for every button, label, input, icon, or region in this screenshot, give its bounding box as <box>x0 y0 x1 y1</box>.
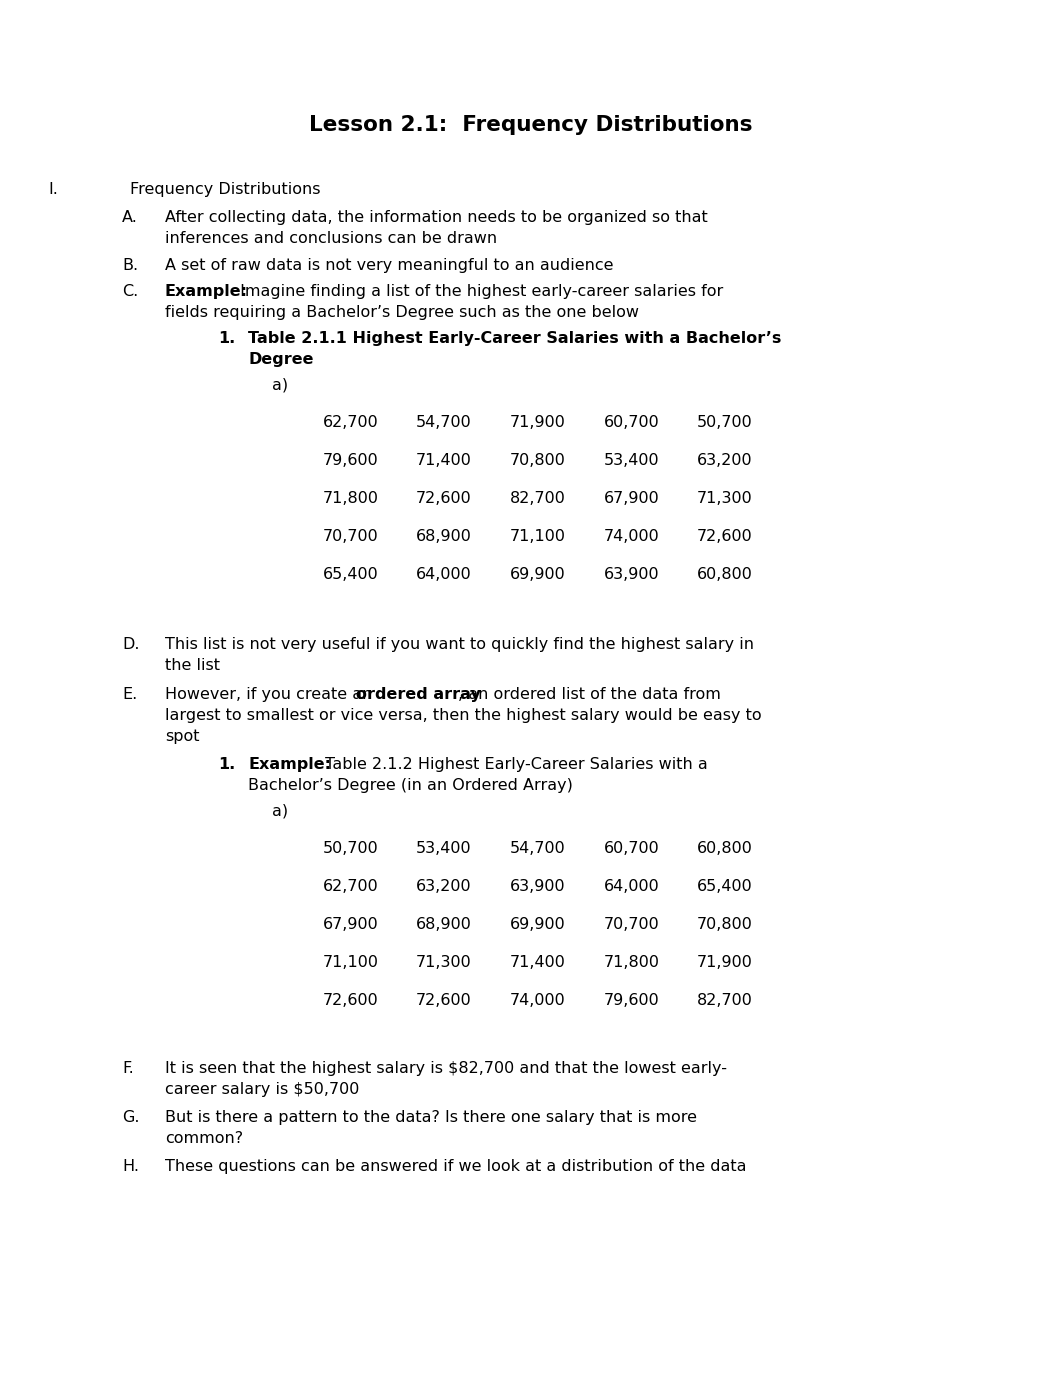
Text: 1.: 1. <box>218 330 236 346</box>
Text: 71,400: 71,400 <box>416 453 472 468</box>
Text: 62,700: 62,700 <box>323 414 379 430</box>
Text: 72,600: 72,600 <box>697 529 753 544</box>
Text: But is there a pattern to the data? Is there one salary that is more: But is there a pattern to the data? Is t… <box>165 1110 697 1125</box>
Text: A set of raw data is not very meaningful to an audience: A set of raw data is not very meaningful… <box>165 257 614 273</box>
Text: the list: the list <box>165 658 220 673</box>
Text: 64,000: 64,000 <box>604 879 660 894</box>
Text: Example:: Example: <box>165 284 249 299</box>
Text: 60,800: 60,800 <box>697 567 753 582</box>
Text: D.: D. <box>122 638 139 651</box>
Text: 71,900: 71,900 <box>697 956 753 969</box>
Text: Frequency Distributions: Frequency Distributions <box>130 182 321 197</box>
Text: 71,100: 71,100 <box>510 529 566 544</box>
Text: However, if you create an: However, if you create an <box>165 687 377 702</box>
Text: 63,900: 63,900 <box>510 879 566 894</box>
Text: 65,400: 65,400 <box>323 567 379 582</box>
Text: 60,700: 60,700 <box>604 414 660 430</box>
Text: 72,600: 72,600 <box>323 993 379 1008</box>
Text: A.: A. <box>122 211 138 224</box>
Text: 82,700: 82,700 <box>510 492 566 505</box>
Text: 70,800: 70,800 <box>697 917 753 932</box>
Text: fields requiring a Bachelor’s Degree such as the one below: fields requiring a Bachelor’s Degree suc… <box>165 304 639 319</box>
Text: 54,700: 54,700 <box>416 414 472 430</box>
Text: I.: I. <box>48 182 57 197</box>
Text: , an ordered list of the data from: , an ordered list of the data from <box>458 687 721 702</box>
Text: 71,800: 71,800 <box>604 956 660 969</box>
Text: ordered array: ordered array <box>356 687 481 702</box>
Text: These questions can be answered if we look at a distribution of the data: These questions can be answered if we lo… <box>165 1159 747 1175</box>
Text: 71,100: 71,100 <box>323 956 379 969</box>
Text: a): a) <box>272 379 288 392</box>
Text: Example:: Example: <box>249 757 331 772</box>
Text: 68,900: 68,900 <box>416 529 472 544</box>
Text: 71,800: 71,800 <box>323 492 379 505</box>
Text: Lesson 2.1:  Frequency Distributions: Lesson 2.1: Frequency Distributions <box>309 116 753 135</box>
Text: inferences and conclusions can be drawn: inferences and conclusions can be drawn <box>165 231 497 246</box>
Text: 54,700: 54,700 <box>510 841 566 856</box>
Text: 60,800: 60,800 <box>697 841 753 856</box>
Text: 79,600: 79,600 <box>323 453 379 468</box>
Text: 71,400: 71,400 <box>510 956 566 969</box>
Text: This list is not very useful if you want to quickly find the highest salary in: This list is not very useful if you want… <box>165 638 754 651</box>
Text: 68,900: 68,900 <box>416 917 472 932</box>
Text: 70,800: 70,800 <box>510 453 566 468</box>
Text: career salary is $50,700: career salary is $50,700 <box>165 1082 359 1097</box>
Text: 67,900: 67,900 <box>604 492 660 505</box>
Text: 1.: 1. <box>218 757 236 772</box>
Text: After collecting data, the information needs to be organized so that: After collecting data, the information n… <box>165 211 707 224</box>
Text: 62,700: 62,700 <box>323 879 379 894</box>
Text: E.: E. <box>122 687 137 702</box>
Text: 53,400: 53,400 <box>416 841 472 856</box>
Text: 71,900: 71,900 <box>510 414 566 430</box>
Text: 71,300: 71,300 <box>416 956 472 969</box>
Text: 72,600: 72,600 <box>416 993 472 1008</box>
Text: H.: H. <box>122 1159 139 1175</box>
Text: 82,700: 82,700 <box>697 993 753 1008</box>
Text: 50,700: 50,700 <box>323 841 379 856</box>
Text: 70,700: 70,700 <box>604 917 660 932</box>
Text: 79,600: 79,600 <box>604 993 660 1008</box>
Text: largest to smallest or vice versa, then the highest salary would be easy to: largest to smallest or vice versa, then … <box>165 708 761 723</box>
Text: 53,400: 53,400 <box>604 453 660 468</box>
Text: Table 2.1.2 Highest Early-Career Salaries with a: Table 2.1.2 Highest Early-Career Salarie… <box>320 757 707 772</box>
Text: C.: C. <box>122 284 138 299</box>
Text: 72,600: 72,600 <box>416 492 472 505</box>
Text: Imagine finding a list of the highest early-career salaries for: Imagine finding a list of the highest ea… <box>235 284 723 299</box>
Text: G.: G. <box>122 1110 139 1125</box>
Text: Bachelor’s Degree (in an Ordered Array): Bachelor’s Degree (in an Ordered Array) <box>249 778 572 793</box>
Text: Degree: Degree <box>249 353 313 368</box>
Text: Table 2.1.1 Highest Early-Career Salaries with a Bachelor’s: Table 2.1.1 Highest Early-Career Salarie… <box>249 330 782 346</box>
Text: B.: B. <box>122 257 138 273</box>
Text: spot: spot <box>165 728 200 744</box>
Text: 74,000: 74,000 <box>510 993 566 1008</box>
Text: 50,700: 50,700 <box>697 414 753 430</box>
Text: 74,000: 74,000 <box>604 529 660 544</box>
Text: 71,300: 71,300 <box>697 492 753 505</box>
Text: 63,200: 63,200 <box>416 879 472 894</box>
Text: a): a) <box>272 804 288 819</box>
Text: 64,000: 64,000 <box>416 567 472 582</box>
Text: 69,900: 69,900 <box>510 567 566 582</box>
Text: 69,900: 69,900 <box>510 917 566 932</box>
Text: It is seen that the highest salary is $82,700 and that the lowest early-: It is seen that the highest salary is $8… <box>165 1062 727 1075</box>
Text: 70,700: 70,700 <box>323 529 379 544</box>
Text: 63,900: 63,900 <box>604 567 660 582</box>
Text: 63,200: 63,200 <box>697 453 753 468</box>
Text: F.: F. <box>122 1062 134 1075</box>
Text: common?: common? <box>165 1131 243 1146</box>
Text: 60,700: 60,700 <box>604 841 660 856</box>
Text: 67,900: 67,900 <box>323 917 379 932</box>
Text: 65,400: 65,400 <box>697 879 753 894</box>
